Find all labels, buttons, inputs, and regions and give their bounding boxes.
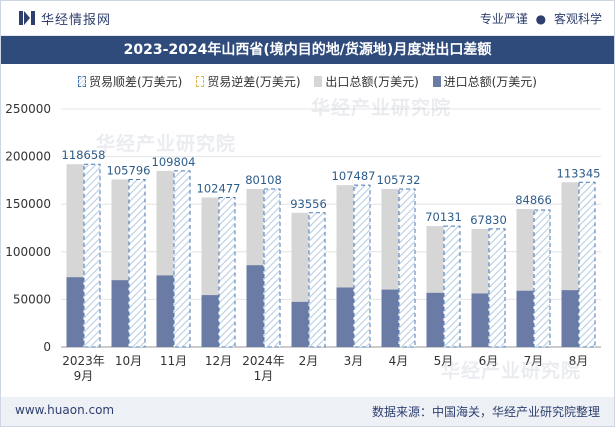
top-bar: 华经情报网 专业严谨 ● 客观科学 <box>1 1 614 36</box>
legend-label-surplus: 贸易顺差(万美元) <box>89 75 183 89</box>
surplus-value-label: 107487 <box>332 169 376 183</box>
import-bar <box>201 295 219 347</box>
watermark-1: 华经产业研究院 <box>96 133 237 155</box>
footer-source: 数据来源：中国海关，华经产业研究院整理 <box>371 405 600 419</box>
import-bar <box>336 287 354 347</box>
logo-icon <box>19 11 35 25</box>
surplus-bar <box>218 197 236 348</box>
legend-swatch-deficit <box>196 76 205 87</box>
legend-swatch-surplus <box>78 76 86 87</box>
legend-label-deficit: 贸易逆差(万美元) <box>207 75 301 89</box>
legend-item-export: 出口总额(万美元) <box>314 73 419 90</box>
y-tick-label: 250000 <box>5 102 51 116</box>
x-tick-label: 2023年 9月 <box>62 354 105 383</box>
x-tick-label: 8月 <box>569 354 589 368</box>
surplus-bar <box>308 212 326 348</box>
import-bar <box>66 277 84 347</box>
surplus-bar <box>443 225 461 348</box>
logo-text: 华经情报网 <box>41 13 112 28</box>
tagline-left: 专业严谨 <box>479 12 528 26</box>
legend-item-deficit: 贸易逆差(万美元) <box>196 73 301 90</box>
x-tick-label: 12月 <box>205 354 232 368</box>
footer: www.huaon.com 数据来源：中国海关，华经产业研究院整理 <box>1 397 614 426</box>
surplus-bar <box>398 188 416 348</box>
x-tick-label: 2月 <box>299 354 319 368</box>
surplus-value-label: 84866 <box>515 193 552 207</box>
import-bar <box>561 290 579 347</box>
surplus-value-label: 105796 <box>107 163 151 177</box>
import-bar <box>246 265 264 347</box>
surplus-value-label: 105732 <box>377 173 421 187</box>
import-bar <box>426 292 444 347</box>
x-tick-label: 11月 <box>160 354 187 368</box>
surplus-value-label: 118658 <box>62 148 106 162</box>
title-bar: 2023-2024年山西省(境内目的地/货源地)月度进出口差额 <box>1 36 614 64</box>
surplus-value-label: 109804 <box>152 155 196 169</box>
x-tick-label: 2024年 1月 <box>242 354 285 383</box>
x-tick-label: 4月 <box>389 354 409 368</box>
surplus-bar <box>83 163 101 348</box>
y-tick-label: 200000 <box>5 150 51 164</box>
surplus-bar <box>533 209 551 348</box>
surplus-bar <box>353 184 371 348</box>
legend-label-import: 进口总额(万美元) <box>443 75 537 89</box>
tagline-right: 客观科学 <box>553 12 602 26</box>
legend-swatch-export <box>314 76 323 87</box>
y-tick-label: 0 <box>43 340 51 354</box>
legend-label-export: 出口总额(万美元) <box>325 75 419 89</box>
legend-item-surplus: 贸易顺差(万美元) <box>78 73 182 90</box>
surplus-bar <box>128 178 146 348</box>
y-tick-label: 100000 <box>5 245 51 259</box>
footer-site: www.huaon.com <box>15 403 115 417</box>
x-tick-label: 6月 <box>479 354 499 368</box>
x-tick-label: 3月 <box>344 354 364 368</box>
y-tick-label: 50000 <box>13 292 51 306</box>
y-tick-label: 150000 <box>5 197 51 211</box>
legend-item-import: 进口总额(万美元) <box>432 73 537 90</box>
import-bar <box>381 289 399 347</box>
surplus-value-label: 80108 <box>245 173 282 187</box>
x-tick-label: 5月 <box>434 354 454 368</box>
import-bar <box>516 290 534 347</box>
watermark-2: 华经产业研究院 <box>311 97 452 119</box>
import-bar <box>111 280 129 347</box>
tagline: 专业严谨 ● 客观科学 <box>480 10 602 27</box>
x-tick-label: 7月 <box>524 354 544 368</box>
import-bar <box>471 293 489 347</box>
chart-title: 2023-2024年山西省(境内目的地/货源地)月度进出口差额 <box>123 42 492 58</box>
legend: 贸易顺差(万美元) 贸易逆差(万美元) 出口总额(万美元) 进口总额(万美元) <box>1 73 614 91</box>
surplus-value-label: 102477 <box>197 182 241 196</box>
surplus-bar <box>488 228 506 348</box>
surplus-value-label: 93556 <box>290 197 327 211</box>
legend-swatch-import <box>432 76 441 87</box>
import-bar <box>156 275 174 347</box>
surplus-bar <box>578 181 596 348</box>
watermark-3: 华经产业研究院 <box>441 360 582 382</box>
surplus-bar <box>263 188 281 348</box>
import-bar <box>291 301 309 347</box>
surplus-value-label: 113345 <box>557 166 601 180</box>
x-tick-label: 10月 <box>115 354 142 368</box>
surplus-value-label: 67830 <box>470 213 507 227</box>
surplus-value-label: 70131 <box>425 210 462 224</box>
tagline-dot: ● <box>535 12 547 26</box>
surplus-bar <box>173 170 191 348</box>
